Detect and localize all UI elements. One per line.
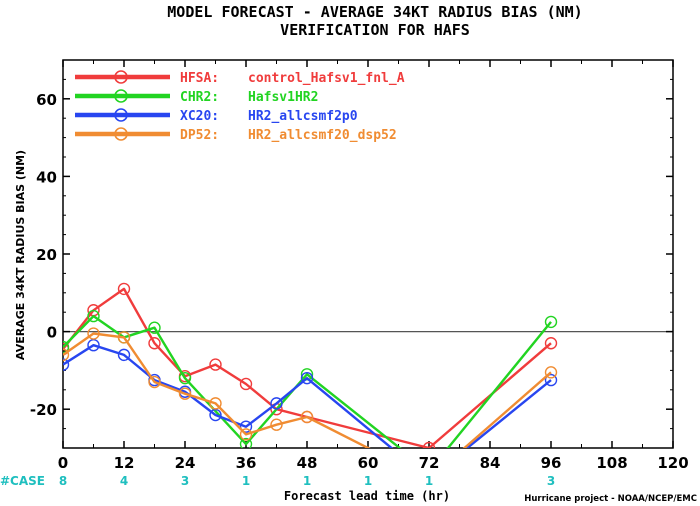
data-point [544, 373, 558, 387]
plot-frame [62, 59, 674, 449]
data-point [87, 327, 100, 340]
data-point [300, 368, 314, 381]
legend-marker [114, 108, 128, 122]
series-line-xc20 [63, 344, 552, 448]
series-line-hfsa [63, 287, 552, 448]
data-point [148, 321, 161, 334]
legend-code: CHR2: [180, 90, 219, 105]
x-tick-label: 48 [297, 454, 318, 472]
data-point [178, 371, 192, 385]
chart-subtitle: VERIFICATION FOR HAFS [280, 21, 470, 39]
x-tick-label: 60 [358, 454, 379, 472]
credit-text: Hurricane project - NOAA/NCEP/EMC [524, 494, 697, 504]
data-point [63, 348, 70, 362]
x-tick-label: 36 [236, 454, 257, 472]
x-tick-label: 96 [541, 454, 562, 472]
data-point [63, 340, 70, 354]
case-count: 1 [425, 474, 433, 488]
y-tick-label: 40 [36, 168, 57, 186]
x-tick-label: 84 [480, 454, 501, 472]
plot-layer [63, 282, 558, 448]
legend-code: HFSA: [180, 71, 219, 86]
data-point [117, 331, 131, 344]
case-count: 8 [59, 474, 67, 488]
case-count: 3 [547, 474, 555, 488]
case-count: 1 [303, 474, 311, 488]
case-count: 1 [242, 474, 250, 488]
data-point [544, 315, 558, 329]
data-point [239, 437, 253, 448]
x-tick-label: 120 [657, 454, 688, 472]
y-tick-label: 0 [47, 324, 57, 342]
legend-marker [114, 70, 128, 84]
x-tick-label: 72 [419, 454, 440, 472]
x-axis-label: Forecast lead time (hr) [284, 489, 450, 503]
data-point [117, 348, 131, 362]
x-tick-label: 0 [58, 454, 68, 472]
chart-title: MODEL FORECAST - AVERAGE 34KT RADIUS BIA… [167, 3, 582, 21]
x-tick-label: 108 [596, 454, 627, 472]
data-point [239, 420, 253, 433]
data-point [148, 337, 161, 350]
data-point [209, 358, 222, 371]
legend-marker [114, 127, 128, 141]
case-count: 1 [364, 474, 372, 488]
case-count: 4 [120, 474, 128, 488]
data-point [300, 371, 314, 385]
data-point [270, 418, 283, 431]
data-point [239, 377, 253, 391]
legend: HFSA: control_Hafsv1_fnl_A CHR2: Hafsv1HR2 X… [75, 70, 405, 143]
x-tick-label: 24 [175, 454, 196, 472]
data-point [239, 428, 253, 441]
data-point [422, 441, 436, 448]
legend-name: HR2_allcsmf2p0 [248, 109, 358, 124]
data-point [300, 410, 314, 424]
data-point [209, 397, 222, 410]
y-axis-label: AVERAGE 34KT RADIUS BIAS (NM) [14, 150, 27, 360]
y-tick-label: 60 [36, 91, 57, 109]
data-point [544, 337, 558, 350]
data-point [178, 387, 192, 400]
data-point [63, 358, 70, 371]
case-label: #CASE [0, 474, 45, 488]
data-point [117, 282, 131, 296]
y-tick-label: 20 [36, 246, 57, 264]
y-tick-label: -20 [30, 401, 57, 419]
legend-name: HR2_allcsmf20_dsp52 [248, 128, 397, 143]
data-point [87, 309, 100, 323]
legend-code: XC20: [180, 109, 219, 124]
data-point [270, 397, 283, 410]
x-tick-label: 12 [114, 454, 135, 472]
legend-name: control_Hafsv1_fnl_A [248, 71, 405, 86]
series-line-chr2 [63, 314, 552, 448]
series-line-dp52 [63, 332, 552, 448]
legend-marker [114, 89, 128, 103]
legend-code: DP52: [180, 128, 219, 143]
case-count: 3 [181, 474, 189, 488]
legend-name: Hafsv1HR2 [248, 90, 318, 105]
data-point [544, 366, 558, 379]
data-point [148, 375, 161, 389]
